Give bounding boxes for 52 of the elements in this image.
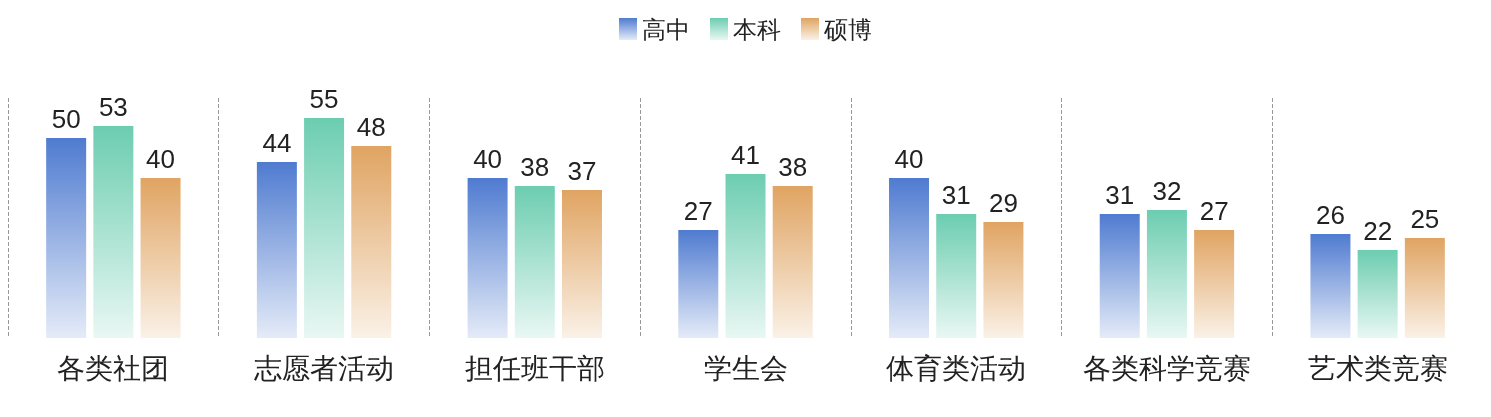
data-label: 22 <box>1363 216 1393 246</box>
data-label: 25 <box>1410 204 1440 234</box>
data-label: 48 <box>356 112 386 142</box>
bar <box>140 178 181 338</box>
bar <box>93 126 134 338</box>
x-tick-label: 学生会 <box>703 352 788 384</box>
x-tick-label: 志愿者活动 <box>254 352 395 384</box>
bar <box>1194 230 1235 338</box>
bar <box>678 230 719 338</box>
legend-label: 高中 <box>642 15 690 43</box>
bar <box>936 214 977 338</box>
data-label: 31 <box>941 180 971 210</box>
data-label: 40 <box>146 144 176 174</box>
legend-label: 本科 <box>733 15 781 43</box>
bar <box>889 178 930 338</box>
data-label: 27 <box>683 196 713 226</box>
bar <box>725 174 766 338</box>
data-label: 38 <box>778 152 808 182</box>
x-tick-label: 担任班干部 <box>464 352 605 384</box>
bar <box>256 162 297 338</box>
data-label: 37 <box>567 156 597 186</box>
data-label: 29 <box>988 188 1018 218</box>
x-tick-label: 各类科学竞赛 <box>1082 352 1251 384</box>
data-label: 50 <box>51 104 81 134</box>
bar <box>983 222 1024 338</box>
data-label: 26 <box>1315 200 1345 230</box>
data-label: 32 <box>1152 176 1182 206</box>
data-label: 44 <box>262 128 292 158</box>
data-label: 38 <box>520 152 550 182</box>
bar <box>514 186 555 338</box>
data-label: 27 <box>1199 196 1229 226</box>
bar <box>561 190 602 338</box>
data-label: 41 <box>731 140 760 170</box>
x-tick-label: 各类社团 <box>57 352 170 384</box>
data-label: 40 <box>894 144 924 174</box>
data-label: 40 <box>473 144 503 174</box>
data-label: 31 <box>1105 180 1135 210</box>
bar <box>772 186 813 338</box>
bar <box>304 118 345 338</box>
x-tick-label: 体育类活动 <box>886 352 1027 384</box>
bar <box>1357 250 1398 338</box>
bar <box>351 146 392 338</box>
bar <box>46 138 87 338</box>
bar <box>1404 238 1445 338</box>
x-tick-label: 艺术类竞赛 <box>1307 352 1448 384</box>
bar <box>1310 234 1351 338</box>
legend-label: 硕博 <box>823 15 872 43</box>
bar <box>1099 214 1140 338</box>
data-label: 55 <box>309 84 339 114</box>
bar <box>467 178 508 338</box>
data-label: 53 <box>98 92 128 122</box>
bar <box>1146 210 1187 338</box>
